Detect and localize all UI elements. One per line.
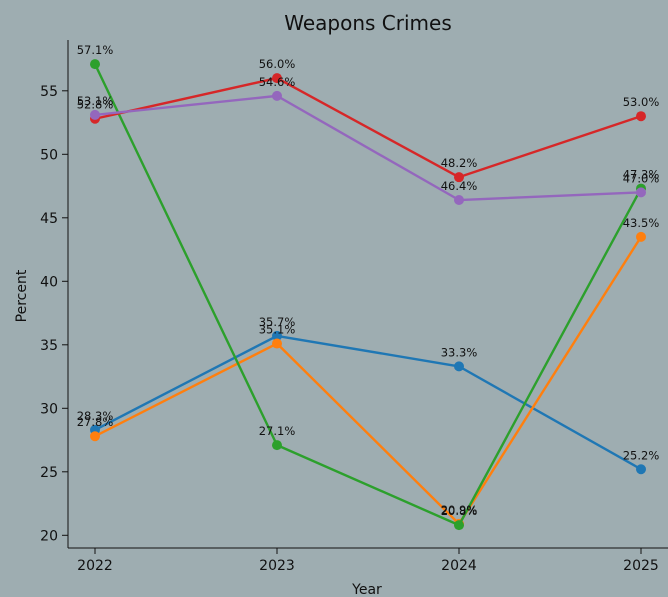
x-tick-label: 2024: [441, 558, 477, 574]
data-point: [636, 231, 646, 242]
x-tick-label: 2025: [623, 558, 659, 574]
x-tick-label: 2023: [259, 558, 295, 574]
data-point: [272, 440, 282, 451]
data-point: [636, 464, 646, 475]
data-label: 25.2%: [623, 448, 660, 462]
data-label: 57.1%: [77, 43, 114, 57]
chart-title: Weapons Crimes: [284, 11, 452, 35]
series-line-4: [94, 76, 642, 179]
y-axis-label: Percent: [14, 269, 30, 322]
y-tick-label: 35: [40, 338, 58, 354]
data-label: 47.0%: [623, 171, 660, 185]
data-point: [272, 90, 282, 101]
data-point: [90, 109, 100, 120]
data-point: [454, 361, 464, 372]
series-line-2: [94, 236, 643, 526]
data-label: 20.8%: [441, 504, 478, 518]
data-point: [90, 59, 100, 70]
data-label: 46.4%: [441, 179, 478, 193]
data-label: 56.0%: [259, 57, 296, 71]
data-label: 53.0%: [623, 95, 660, 109]
y-tick-label: 40: [40, 274, 58, 290]
series-line-1: [94, 334, 642, 471]
data-label: 33.3%: [441, 345, 478, 359]
y-tick-label: 25: [40, 465, 58, 481]
data-label: 35.7%: [259, 315, 296, 329]
y-tick-label: 45: [40, 211, 58, 227]
data-point: [90, 431, 100, 442]
data-label: 47.3%: [623, 168, 660, 182]
data-point: [272, 338, 282, 349]
data-point: [272, 73, 282, 84]
series-line-3: [93, 63, 643, 527]
x-axis-label: Year: [351, 582, 382, 597]
data-label: 52.8%: [77, 98, 114, 112]
series-line-5: [94, 94, 642, 202]
data-label: 27.8%: [77, 415, 114, 429]
y-tick-label: 55: [40, 84, 58, 100]
data-labels: 28.3% 35.7% 33.3% 25.2% 27.8% 35.1% 20.9% 43.5%…: [77, 43, 660, 518]
data-point: [454, 520, 464, 531]
data-point: [454, 172, 464, 183]
data-label: 27.1%: [259, 424, 296, 438]
data-label: 43.5%: [623, 216, 660, 230]
y-tick-label: 20: [40, 528, 58, 544]
y-tick-label: 50: [40, 147, 58, 163]
y-tick-label: 30: [40, 401, 58, 417]
data-label: 54.6%: [259, 75, 296, 89]
data-label: 35.1%: [259, 323, 296, 337]
data-label: 20.9%: [441, 503, 478, 517]
data-point: [272, 330, 282, 341]
data-point: [636, 187, 646, 198]
x-tick-label: 2022: [77, 558, 113, 574]
data-label: 48.2%: [441, 156, 478, 170]
series-group: [90, 59, 646, 531]
data-point: [454, 195, 464, 206]
data-point: [636, 111, 646, 122]
data-label: 53.1%: [77, 94, 114, 108]
data-label: 28.3%: [77, 409, 114, 423]
